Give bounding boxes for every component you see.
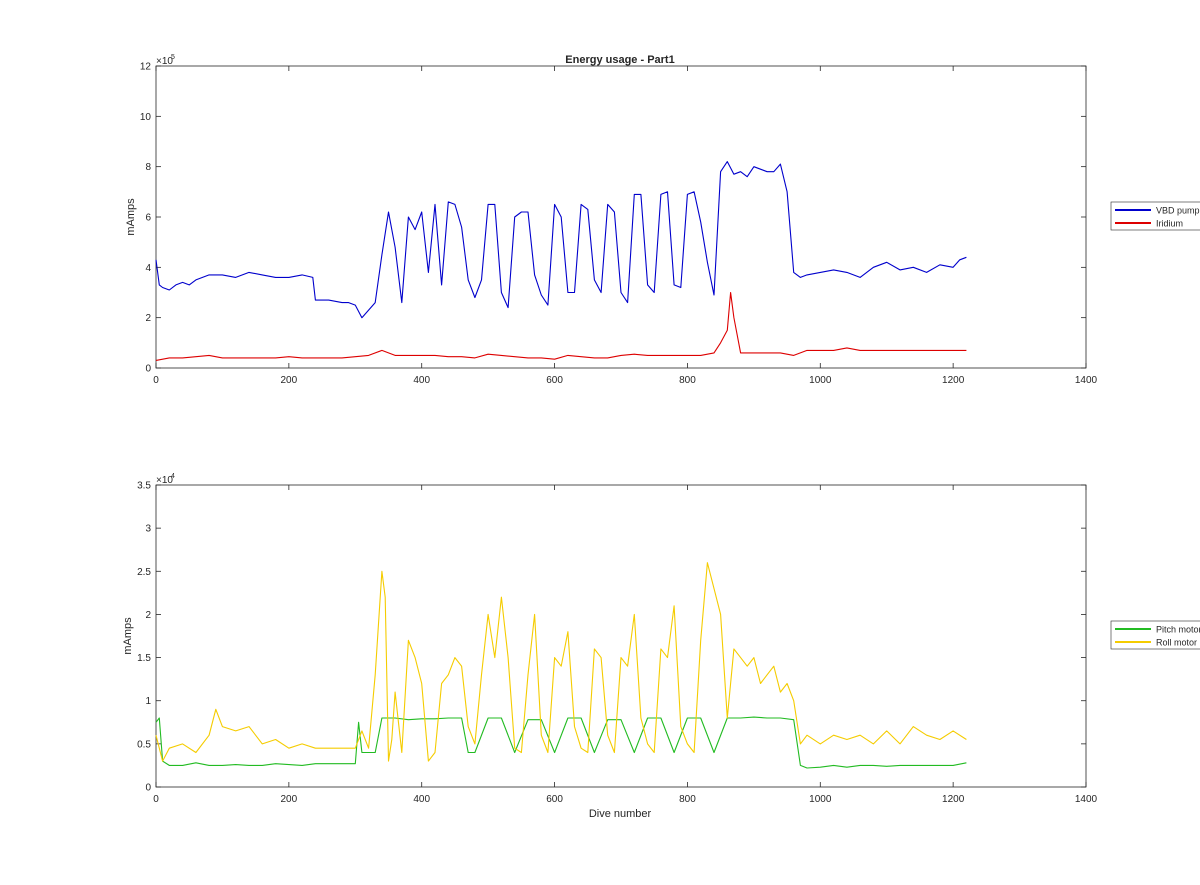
bottom-legend-box: [1110, 620, 1200, 650]
top-x-tick-label: 1400: [1075, 375, 1098, 386]
top-chart-title: Energy usage - Part1: [565, 54, 674, 66]
bottom-x-tick-label: 1400: [1075, 794, 1098, 805]
top-y-tick-label: 12: [140, 62, 152, 73]
top-x-tick-label: 1200: [942, 375, 965, 386]
bottom-x-tick-label: 200: [281, 794, 298, 805]
top-y-exponent-power: 5: [171, 54, 175, 61]
bottom-axes: ×10 4 mAmps Dive number 0 200 400 600 800 100…: [122, 473, 1200, 820]
top-legend: VBD pump Iridium: [1110, 201, 1200, 231]
bottom-y-exponent-power: 4: [171, 473, 175, 480]
bottom-y-exponent-base: ×10: [156, 475, 173, 486]
bottom-x-tick-label: 400: [413, 794, 430, 805]
bottom-y-tick-label: 2.5: [137, 567, 151, 578]
top-x-tick-label: 600: [546, 375, 563, 386]
top-legend-label: Iridium: [1156, 219, 1183, 229]
top-y-tick-label: 4: [145, 263, 151, 274]
top-x-tick-label: 800: [679, 375, 696, 386]
bottom-x-tick-label: 800: [679, 794, 696, 805]
top-series-line-iridium: [155, 291, 967, 361]
bottom-y-tick-label: 1.5: [137, 653, 151, 664]
top-x-tick-label: 1000: [809, 375, 832, 386]
top-axes: Energy usage - Part1 ×10 5 mAmps 0 200 400…: [125, 54, 1200, 386]
bottom-x-tick-label: 1000: [809, 794, 832, 805]
bottom-series-line-roll-motor: [155, 562, 967, 762]
top-series-line-vbd-pump: [155, 161, 967, 319]
top-y-exponent-base: ×10: [156, 56, 173, 67]
bottom-y-tick-label: 0.5: [137, 739, 151, 750]
bottom-legend: Pitch motor Roll motor: [1110, 620, 1200, 650]
top-y-tick-label: 2: [145, 313, 151, 324]
bottom-y-tick-label: 2: [145, 610, 151, 621]
top-legend-label: VBD pump: [1156, 206, 1200, 216]
bottom-y-tick-label: 0: [145, 783, 151, 794]
top-y-tick-label: 10: [140, 112, 152, 123]
bottom-x-tick-label: 600: [546, 794, 563, 805]
top-x-tick-label: 0: [153, 375, 159, 386]
bottom-y-tick-label: 1: [145, 696, 151, 707]
top-legend-box: [1110, 201, 1200, 231]
top-x-tick-label: 400: [413, 375, 430, 386]
top-y-axis-label: mAmps: [125, 198, 137, 236]
top-y-tick-label: 6: [145, 213, 151, 224]
bottom-x-axis-label: Dive number: [589, 808, 652, 820]
bottom-y-tick-label: 3.5: [137, 481, 151, 492]
bottom-x-tick-label: 0: [153, 794, 159, 805]
top-x-tick-label: 200: [281, 375, 298, 386]
bottom-y-tick-label: 3: [145, 524, 151, 535]
top-y-tick-label: 8: [145, 162, 151, 173]
bottom-plot-frame: [155, 484, 1087, 788]
bottom-legend-label: Pitch motor: [1156, 625, 1200, 635]
top-y-tick-label: 0: [145, 364, 151, 375]
bottom-legend-label: Roll motor: [1156, 638, 1197, 648]
bottom-x-tick-label: 1200: [942, 794, 965, 805]
bottom-series-line-pitch-motor: [155, 716, 967, 769]
bottom-y-axis-label: mAmps: [122, 617, 134, 655]
